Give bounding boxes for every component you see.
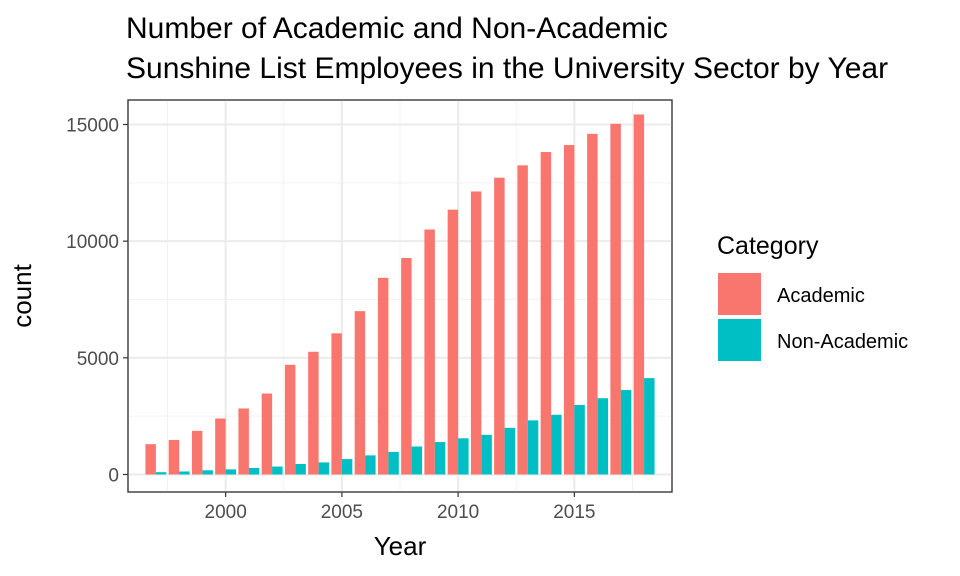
bar-non-academic-2009 [434, 442, 446, 475]
bar-non-academic-2010 [458, 438, 469, 475]
bar-non-academic-2006 [365, 455, 376, 475]
bar-academic-2002 [261, 393, 273, 475]
bar-non-academic-2014 [551, 414, 562, 475]
bar-academic-2018 [633, 114, 645, 475]
bar-academic-1997 [145, 444, 156, 475]
bar-non-academic-2000 [225, 469, 237, 475]
bar-non-academic-2018 [644, 378, 655, 475]
bar-academic-2000 [215, 418, 226, 475]
chart-title-line-2: Sunshine List Employees in the Universit… [126, 52, 888, 85]
bar-non-academic-2001 [248, 467, 260, 475]
bar-non-academic-2015 [574, 404, 585, 475]
bar-academic-2005 [331, 333, 342, 475]
chart-title-line-1: Number of Academic and Non-Academic [126, 12, 668, 45]
bar-non-academic-1999 [202, 470, 213, 475]
legend-label-non-academic: Non-Academic [777, 331, 908, 353]
bar-academic-2003 [284, 364, 296, 475]
legend-swatch-academic [718, 273, 761, 315]
bar-non-academic-2007 [388, 451, 399, 475]
y-tick-label: 5000 [77, 349, 119, 370]
bar-academic-2008 [401, 257, 412, 475]
bar-non-academic-2005 [341, 459, 353, 475]
bar-academic-1998 [168, 439, 180, 475]
bar-academic-2007 [377, 277, 389, 475]
legend-swatch-non-academic [718, 319, 761, 361]
bar-non-academic-2011 [481, 434, 492, 475]
y-tick-label: 0 [108, 466, 119, 487]
bar-academic-2015 [563, 145, 575, 475]
x-tick-label: 2005 [321, 502, 363, 523]
bar-non-academic-2013 [527, 420, 539, 475]
bar-non-academic-2012 [504, 427, 516, 475]
bars [145, 114, 655, 475]
bar-academic-2012 [494, 177, 505, 475]
y-tick-label: 15000 [66, 116, 119, 137]
bar-academic-2004 [308, 351, 319, 475]
legend-title: Category [717, 232, 819, 260]
bar-academic-2014 [540, 152, 552, 475]
chart-title: Number of Academic and Non-Academic Suns… [126, 12, 888, 85]
x-tick-label: 2010 [437, 502, 479, 523]
y-tick-label: 10000 [66, 232, 119, 253]
x-tick-label: 2000 [205, 502, 247, 523]
bar-non-academic-2002 [272, 466, 283, 475]
x-axis-title: Year [374, 531, 427, 561]
bar-non-academic-1997 [155, 472, 167, 475]
x-tick-label: 2015 [553, 502, 595, 523]
bar-non-academic-2004 [318, 462, 330, 475]
y-axis-title: count [7, 263, 37, 327]
bar-non-academic-1998 [179, 471, 190, 475]
bar-academic-2017 [610, 123, 621, 475]
bar-non-academic-2017 [620, 390, 632, 475]
legend: Category Academic Non-Academic [717, 232, 908, 361]
legend-label-academic: Academic [777, 285, 865, 307]
bar-academic-2013 [517, 165, 528, 475]
axes: 2000 2005 2010 2015 0 5000 10000 15000 [66, 116, 595, 524]
plot-border [127, 99, 673, 493]
bar-academic-2011 [470, 191, 482, 475]
bar-academic-2006 [354, 311, 366, 475]
bar-academic-1999 [191, 430, 203, 475]
bar-academic-2016 [587, 133, 598, 475]
bar-academic-2009 [424, 229, 435, 475]
bar-non-academic-2003 [295, 464, 306, 475]
bar-non-academic-2008 [411, 446, 423, 475]
bar-non-academic-2016 [597, 398, 609, 475]
bar-academic-2010 [447, 209, 459, 475]
bar-academic-2001 [238, 408, 249, 475]
